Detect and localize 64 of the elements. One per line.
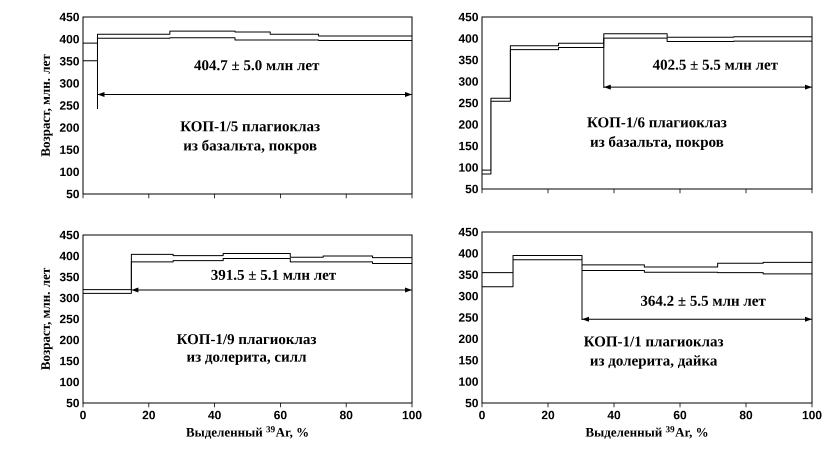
x-tick-label: 60: [274, 410, 287, 420]
y-tick-label: 350: [458, 56, 478, 64]
y-tick-label: 300: [458, 77, 478, 86]
y-tick-label: 400: [458, 34, 478, 43]
y-tick-label: 150: [459, 356, 478, 364]
x-tick-label: 40: [208, 410, 221, 420]
x-tick-label: 80: [740, 410, 752, 420]
y-tick-label: 400: [60, 34, 79, 44]
annotation: КОП-1/5 плагиоклаз: [180, 121, 320, 132]
annotation: из базальта, покров: [184, 140, 317, 154]
annotation: из долерита, силл: [186, 354, 306, 365]
y-tick-label: 400: [458, 249, 478, 258]
y-tick-label: 150: [60, 356, 79, 366]
x-tick-label: 40: [608, 410, 620, 420]
annotation: 364.2 ± 5.5 млн лет: [640, 296, 766, 306]
y-tick-label: 350: [458, 270, 478, 280]
y-tick-label: 250: [458, 313, 478, 322]
y-tick-label: 100: [60, 378, 79, 386]
y-axis-title: Возраст, млн. лет: [41, 268, 53, 370]
y-axis-title: Возраст, млн. лет: [41, 54, 53, 157]
x-tick-label: 100: [802, 410, 822, 420]
annotation: из долерита, дайка: [590, 355, 718, 369]
x-tick-label: 0: [80, 410, 86, 420]
annotation: из базальта, покров: [590, 136, 724, 150]
x-tick-label: 0: [479, 410, 485, 420]
y-tick-label: 50: [466, 398, 478, 408]
y-tick-label: 100: [459, 163, 478, 172]
y-tick-label: 300: [60, 79, 79, 88]
x-tick-label: 20: [142, 410, 155, 420]
x-tick-label: 60: [674, 410, 686, 420]
y-tick-label: 250: [60, 101, 79, 110]
y-tick-label: 450: [458, 12, 478, 22]
y-tick-label: 350: [60, 57, 79, 66]
x-tick-label: 100: [402, 410, 422, 420]
y-tick-label: 150: [60, 146, 79, 154]
y-tick-label: 100: [459, 377, 478, 386]
x-axis-title: Выделенный $^{39}$Ar, %: [586, 426, 708, 439]
annotation: 391.5 ± 5.1 млн лет: [211, 270, 336, 280]
annotation: 404.7 ± 5.0 млн лет: [194, 60, 320, 70]
y-tick-label: 100: [60, 168, 79, 176]
y-tick-label: 200: [458, 334, 478, 344]
y-tick-label: 450: [60, 230, 79, 240]
y-tick-label: 450: [458, 228, 478, 236]
annotation: КОП-1/9 плагиоклаз: [176, 334, 316, 344]
y-tick-label: 200: [458, 120, 478, 129]
annotation: КОП-1/1 плагиоклаз: [584, 336, 724, 346]
y-tick-label: 300: [60, 294, 79, 302]
y-tick-label: 50: [466, 184, 478, 194]
y-tick-label: 50: [66, 190, 79, 198]
y-tick-label: 350: [60, 272, 79, 282]
y-tick-label: 200: [60, 336, 79, 344]
y-tick-label: 200: [60, 123, 79, 132]
x-tick-label: 20: [542, 410, 554, 420]
y-tick-label: 250: [458, 98, 478, 108]
y-tick-label: 400: [60, 252, 79, 260]
y-tick-label: 250: [60, 314, 79, 324]
y-tick-label: 300: [458, 292, 478, 300]
y-tick-label: 150: [459, 142, 478, 150]
annotation: 402.5 ± 5.5 млн лет: [652, 60, 778, 70]
y-tick-label: 450: [60, 12, 79, 22]
x-axis-title: Выделенный $^{39}$Ar, %: [186, 426, 308, 439]
x-tick-label: 80: [340, 410, 352, 420]
y-tick-label: 50: [66, 398, 79, 408]
annotation: КОП-1/6 плагиоклаз: [587, 117, 726, 128]
